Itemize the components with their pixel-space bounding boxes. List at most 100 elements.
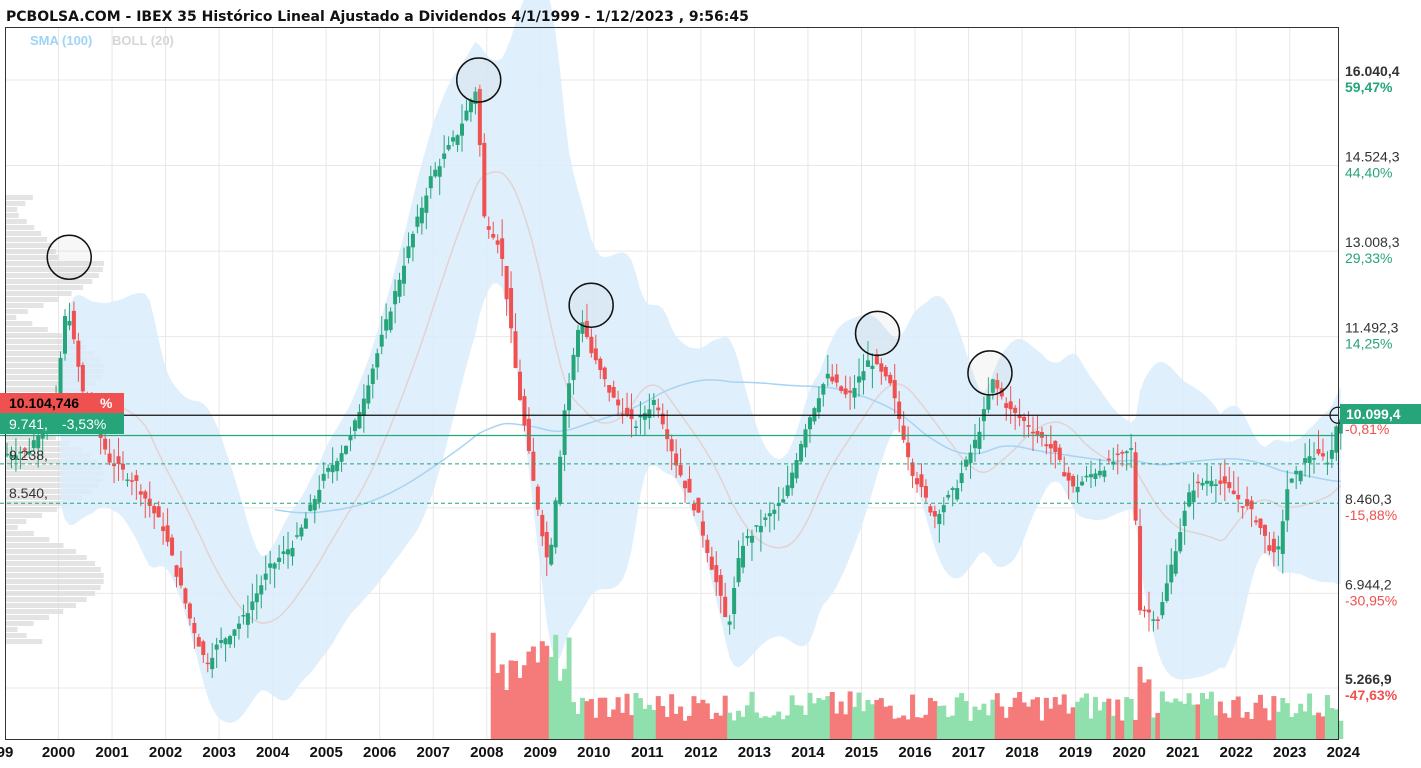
axis-price-label: 14.524,3 (1345, 149, 1400, 165)
volume-profile-bar (6, 537, 50, 542)
volume-bar-down (1266, 720, 1272, 739)
volume-bar-up (642, 708, 648, 739)
candle-up (558, 456, 563, 504)
candle-up (647, 409, 652, 419)
candle-down (544, 531, 549, 558)
volume-bar-up (963, 701, 969, 739)
volume-bar-down (664, 716, 670, 739)
volume-bar-up (762, 716, 768, 739)
candle-up (1097, 470, 1102, 476)
volume-profile-bar (6, 453, 91, 458)
volume-bar-up (950, 715, 956, 739)
candle-up (415, 216, 420, 227)
volume-bar-down (1235, 696, 1241, 739)
volume-profile-bar (6, 477, 103, 482)
volume-bar-down (905, 719, 911, 739)
candle-down (156, 506, 161, 518)
x-tick-label: 2010 (577, 744, 610, 761)
candle-down (1231, 490, 1236, 495)
candle-up (214, 644, 219, 650)
candle-down (923, 486, 928, 498)
volume-bar-up (985, 715, 991, 739)
candle-down (161, 526, 166, 532)
candle-down (620, 413, 625, 416)
candle-up (1285, 489, 1290, 521)
volume-bar-down (1052, 697, 1058, 739)
volume-bar-down (535, 662, 541, 739)
candle-down (625, 407, 630, 416)
volume-bar-up (945, 717, 951, 739)
axis-price-label: 5.266,9 (1345, 671, 1392, 687)
volume-bar-down (874, 700, 880, 739)
candle-up (9, 455, 14, 459)
candle-up (272, 563, 277, 569)
volume-bar-up (954, 697, 960, 739)
candle-up (397, 279, 402, 297)
candle-down (883, 367, 888, 377)
volume-profile-bar (6, 357, 101, 362)
volume-bar-down (718, 715, 724, 739)
volume-profile-bar (6, 291, 72, 296)
volume-bar-down (910, 694, 916, 739)
volume-bar-up (776, 711, 782, 739)
candle-up (464, 110, 469, 121)
candle-down (629, 409, 634, 420)
candle-down (660, 413, 665, 425)
candle-up (281, 551, 286, 554)
volume-bar-down (1017, 691, 1023, 739)
candle-up (361, 398, 366, 416)
volume-bar-down (1271, 696, 1277, 739)
candle-down (598, 358, 603, 371)
candle-down (129, 480, 134, 482)
volume-bar-up (651, 710, 657, 739)
volume-bar-down (660, 705, 666, 739)
candle-up (339, 453, 344, 462)
candle-up (1325, 462, 1330, 465)
candle-down (607, 385, 612, 393)
current-price-label: 10.104,746 (9, 395, 79, 411)
volume-bar-down (709, 718, 715, 739)
candle-down (910, 462, 915, 476)
x-axis: 99 2000 2001 2002 2003 2004 2005 2006 2007 2008 20… (0, 744, 1361, 761)
candle-up (549, 544, 554, 565)
volume-bar-down (1257, 694, 1263, 739)
candle-up (303, 518, 308, 529)
candle-down (718, 575, 723, 596)
volume-bar-down (829, 691, 835, 739)
volume-bar-down (838, 701, 844, 739)
axis-price-label: 16.040,4 (1345, 63, 1400, 79)
candle-up (290, 547, 295, 557)
candle-up (125, 479, 130, 481)
candle-up (31, 440, 36, 449)
volume-bar-down (704, 703, 710, 739)
candlesticks (5, 84, 1343, 678)
x-tick-label: 2019 (1059, 744, 1092, 761)
candle-up (1334, 426, 1339, 453)
candle-up (950, 488, 955, 491)
volume-bar-down (1008, 706, 1014, 739)
volume-profile-bar (6, 513, 43, 518)
candle-down (1071, 476, 1076, 487)
candle-up (36, 435, 41, 449)
candle-down (1196, 481, 1201, 484)
volume-bar-down (843, 714, 849, 739)
volume-bar-up (807, 692, 813, 739)
candle-down (491, 233, 496, 238)
candle-down (1013, 407, 1018, 413)
candle-down (656, 407, 661, 411)
volume-bar-down (1119, 720, 1125, 739)
candle-up (1280, 521, 1285, 554)
candle-up (393, 291, 398, 305)
candle-up (763, 517, 768, 520)
volume-profile-bar (6, 195, 33, 200)
volume-profile-bar (6, 597, 87, 602)
volume-bar-down (896, 717, 902, 739)
sma-legend: SMA (100) (30, 33, 92, 48)
volume-profile-bar (6, 543, 64, 548)
volume-bar-down (1231, 700, 1237, 739)
volume-bar-up (1173, 698, 1179, 739)
candle-down (513, 331, 518, 368)
candle-down (709, 556, 714, 570)
volume-bar-down (1240, 717, 1246, 739)
candle-up (870, 365, 875, 369)
